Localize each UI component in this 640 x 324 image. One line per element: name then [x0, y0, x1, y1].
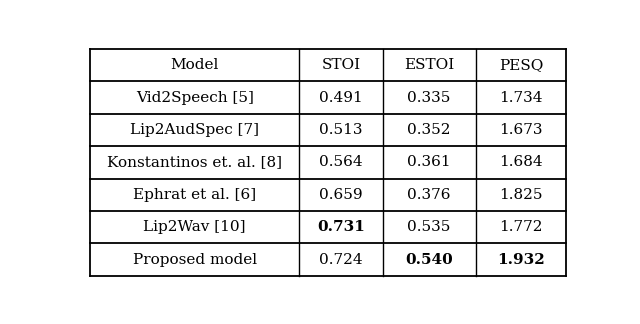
Text: 0.724: 0.724 [319, 253, 363, 267]
Text: Konstantinos et. al. [8]: Konstantinos et. al. [8] [107, 156, 282, 169]
Text: 0.491: 0.491 [319, 90, 363, 105]
Text: 0.352: 0.352 [408, 123, 451, 137]
Text: Ephrat et al. [6]: Ephrat et al. [6] [133, 188, 256, 202]
Text: ESTOI: ESTOI [404, 58, 454, 72]
Text: 1.684: 1.684 [499, 156, 543, 169]
Text: STOI: STOI [321, 58, 361, 72]
Text: PESQ: PESQ [499, 58, 543, 72]
Text: Lip2AudSpec [7]: Lip2AudSpec [7] [130, 123, 259, 137]
Text: 0.731: 0.731 [317, 220, 365, 234]
Text: 1.772: 1.772 [499, 220, 543, 234]
Text: 0.335: 0.335 [408, 90, 451, 105]
Text: 0.376: 0.376 [408, 188, 451, 202]
Text: Lip2Wav [10]: Lip2Wav [10] [143, 220, 246, 234]
Text: 0.564: 0.564 [319, 156, 363, 169]
Text: 0.535: 0.535 [408, 220, 451, 234]
Text: 0.659: 0.659 [319, 188, 363, 202]
Text: Vid2Speech [5]: Vid2Speech [5] [136, 90, 253, 105]
Text: 1.734: 1.734 [499, 90, 543, 105]
Text: Proposed model: Proposed model [132, 253, 257, 267]
Text: 0.513: 0.513 [319, 123, 363, 137]
Text: 1.932: 1.932 [497, 253, 545, 267]
Text: 0.540: 0.540 [405, 253, 453, 267]
Text: 1.825: 1.825 [499, 188, 543, 202]
Text: Model: Model [170, 58, 219, 72]
Text: 1.673: 1.673 [499, 123, 543, 137]
Text: 0.361: 0.361 [408, 156, 451, 169]
